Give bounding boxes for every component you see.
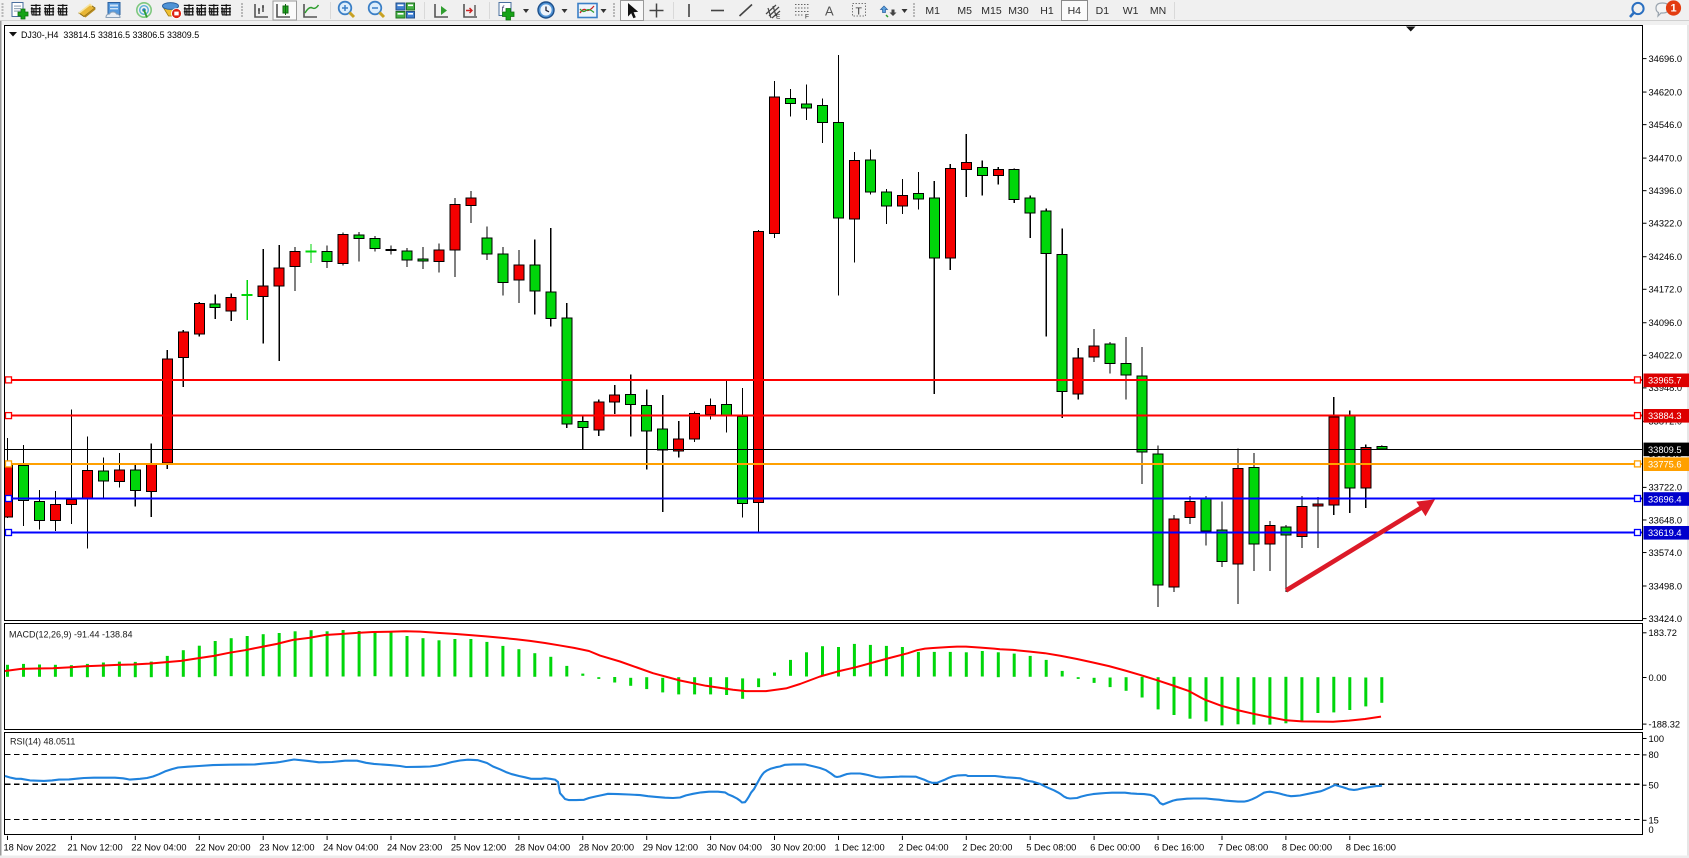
svg-text:34620.0: 34620.0: [1649, 87, 1683, 97]
svg-text:5 Dec 08:00: 5 Dec 08:00: [1026, 842, 1076, 852]
svg-text:80: 80: [1649, 750, 1659, 760]
svg-text:MACD(12,26,9) -91.44 -138.84: MACD(12,26,9) -91.44 -138.84: [9, 630, 133, 640]
svg-text:183.72: 183.72: [1649, 628, 1677, 638]
svg-text:34172.0: 34172.0: [1649, 285, 1683, 295]
svg-text:22 Nov 20:00: 22 Nov 20:00: [195, 842, 250, 852]
svg-text:33696.4: 33696.4: [1648, 494, 1682, 504]
svg-text:34096.0: 34096.0: [1649, 318, 1683, 328]
svg-text:D1: D1: [1096, 5, 1110, 17]
svg-text:33619.4: 33619.4: [1648, 528, 1682, 538]
svg-text:A: A: [825, 4, 834, 19]
svg-text:50: 50: [1649, 781, 1659, 791]
svg-text:33424.0: 33424.0: [1649, 614, 1683, 624]
svg-text:21 Nov 12:00: 21 Nov 12:00: [67, 842, 122, 852]
svg-text:28 Nov 20:00: 28 Nov 20:00: [579, 842, 634, 852]
svg-text:33574.0: 33574.0: [1649, 548, 1683, 558]
svg-text:M15: M15: [981, 5, 1002, 17]
svg-text:33722.0: 33722.0: [1649, 483, 1683, 493]
svg-text:f: f: [502, 5, 505, 14]
svg-text:W1: W1: [1123, 5, 1139, 17]
svg-text:0.00: 0.00: [1649, 673, 1667, 683]
svg-text:8 Dec 00:00: 8 Dec 00:00: [1282, 842, 1332, 852]
svg-text:RSI(14) 48.0511: RSI(14) 48.0511: [10, 737, 75, 747]
svg-text:MN: MN: [1150, 5, 1166, 17]
svg-text:33965.7: 33965.7: [1648, 376, 1682, 386]
svg-text:15: 15: [1649, 816, 1659, 826]
svg-text:30 Nov 04:00: 30 Nov 04:00: [707, 842, 762, 852]
svg-text:1 Dec 12:00: 1 Dec 12:00: [835, 842, 885, 852]
svg-text:33809.5: 33809.5: [1648, 445, 1682, 455]
svg-text:0: 0: [1649, 825, 1654, 835]
svg-text:29 Nov 12:00: 29 Nov 12:00: [643, 842, 698, 852]
svg-text:28 Nov 04:00: 28 Nov 04:00: [515, 842, 570, 852]
svg-text:H1: H1: [1040, 5, 1054, 17]
svg-text:34022.0: 34022.0: [1649, 351, 1683, 361]
svg-text:34470.0: 34470.0: [1649, 153, 1683, 163]
svg-text:E: E: [776, 14, 781, 21]
svg-text:34246.0: 34246.0: [1649, 252, 1683, 262]
svg-text:8 Dec 16:00: 8 Dec 16:00: [1346, 842, 1396, 852]
svg-text:33648.0: 33648.0: [1649, 515, 1683, 525]
svg-text:-188.32: -188.32: [1649, 719, 1681, 729]
svg-text:33775.6: 33775.6: [1648, 460, 1682, 470]
svg-text:2 Dec 20:00: 2 Dec 20:00: [962, 842, 1012, 852]
svg-text:1: 1: [1670, 3, 1676, 15]
svg-text:33884.3: 33884.3: [1648, 411, 1682, 421]
svg-text:34696.0: 34696.0: [1649, 54, 1683, 64]
svg-text:2 Dec 04:00: 2 Dec 04:00: [898, 842, 948, 852]
svg-text:33498.0: 33498.0: [1649, 581, 1683, 591]
svg-text:24 Nov 04:00: 24 Nov 04:00: [323, 842, 378, 852]
svg-text:M1: M1: [925, 5, 940, 17]
svg-text:6 Dec 16:00: 6 Dec 16:00: [1154, 842, 1204, 852]
svg-text:34396.0: 34396.0: [1649, 186, 1683, 196]
svg-text:34322.0: 34322.0: [1649, 219, 1683, 229]
svg-text:T: T: [856, 6, 863, 18]
svg-text:F: F: [805, 14, 809, 21]
svg-text:22 Nov 04:00: 22 Nov 04:00: [131, 842, 186, 852]
svg-text:H4: H4: [1068, 5, 1082, 17]
svg-text:33948.0: 33948.0: [1649, 383, 1683, 393]
svg-text:DJ30-,H4 33814.5 33816.5 3380: DJ30-,H4 33814.5 33816.5 33806.5 33809.5: [21, 30, 199, 40]
svg-text:18 Nov 2022: 18 Nov 2022: [4, 842, 57, 852]
svg-text:23 Nov 12:00: 23 Nov 12:00: [259, 842, 314, 852]
svg-text:6 Dec 00:00: 6 Dec 00:00: [1090, 842, 1140, 852]
svg-text:24 Nov 23:00: 24 Nov 23:00: [387, 842, 442, 852]
svg-text:100: 100: [1649, 734, 1665, 744]
svg-text:7 Dec 08:00: 7 Dec 08:00: [1218, 842, 1268, 852]
svg-text:25 Nov 12:00: 25 Nov 12:00: [451, 842, 506, 852]
svg-text:30 Nov 20:00: 30 Nov 20:00: [771, 842, 826, 852]
svg-text:M5: M5: [957, 5, 972, 17]
svg-text:M30: M30: [1008, 5, 1029, 17]
svg-text:34546.0: 34546.0: [1649, 120, 1683, 130]
